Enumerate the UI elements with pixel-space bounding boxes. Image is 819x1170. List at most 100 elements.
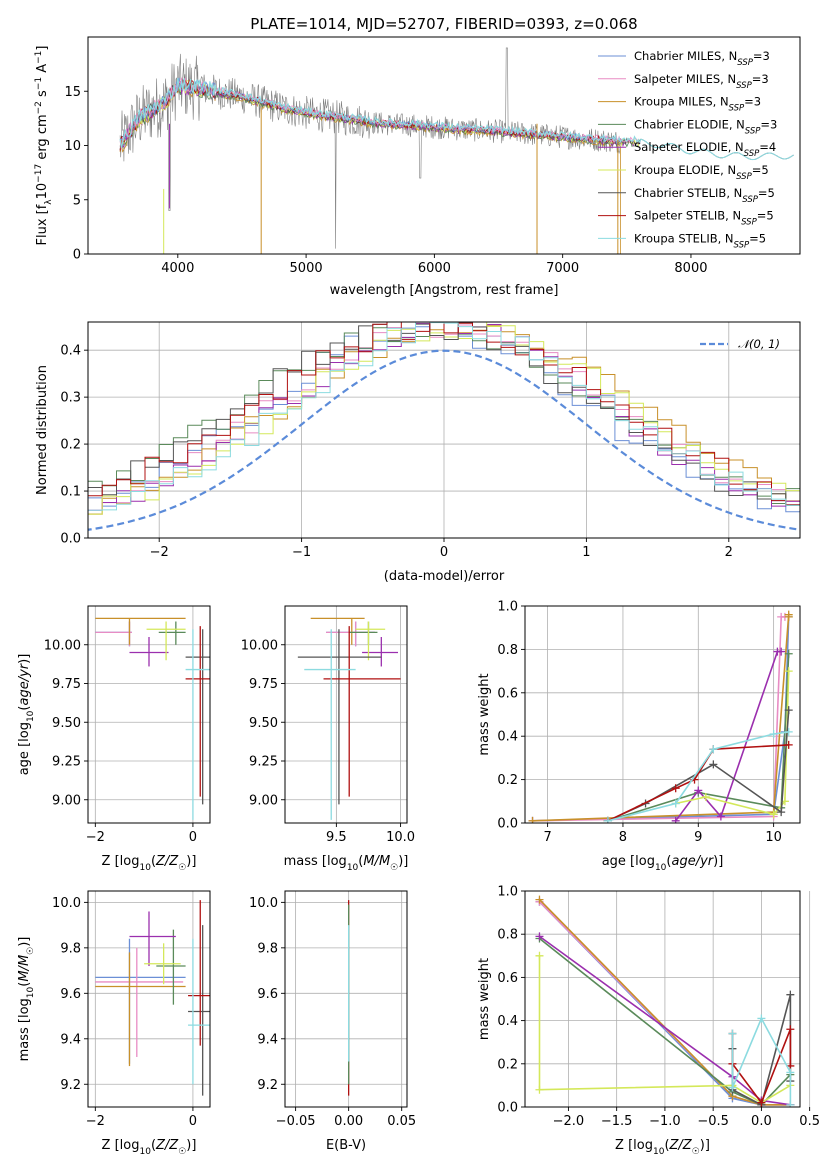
legend-label: Kroupa MILES, NSSP=3 <box>634 95 761 114</box>
y-tick-label: 9.6 <box>257 987 278 1002</box>
axes-frame <box>524 890 801 1108</box>
spectrum-xlabel: wavelength [Angstrom, rest frame] <box>330 283 559 298</box>
axis-label-part: 10 <box>347 863 359 873</box>
axis-label-part: Z/Z <box>669 1138 693 1153</box>
y-tick-label: 9.4 <box>257 1032 278 1047</box>
weight-marker <box>728 1029 737 1038</box>
spectrum-panel: 4000 5000 6000 7000 8000 0 5 10 15 wavelength [An… <box>34 36 801 298</box>
x-tick-label: 0.00 <box>334 1114 363 1129</box>
axis-label-part: ( <box>17 706 32 711</box>
x-tick-label: 4000 <box>161 261 194 276</box>
legend-label-part: SSP <box>745 126 761 136</box>
axis-label: Z [log10(Z/Z☉)] <box>615 1138 710 1157</box>
weight-marker <box>694 786 703 795</box>
axis-label-part: −1 <box>34 51 44 64</box>
axis-label: age [log10(age/yr)] <box>602 854 724 873</box>
x-tick-label: 0.5 <box>799 1114 819 1129</box>
axis-label-part: s <box>35 90 50 101</box>
y-tick-label: 0.4 <box>497 730 518 745</box>
y-tick-label: 0.3 <box>60 391 81 406</box>
age-vs-mass-panel: 9.5 10.0 9.00 9.25 9.50 9.75 10.00 mass [log10(… <box>241 605 415 873</box>
legend-label: Chabrier ELODIE, NSSP=3 <box>634 117 777 136</box>
axis-label-part: Z/Z <box>155 1138 179 1153</box>
axis-label-part: ☉ <box>178 863 186 873</box>
weight-marker <box>777 808 786 817</box>
plot-area <box>528 610 793 823</box>
plot-area <box>119 47 794 254</box>
weight-marker <box>709 760 718 769</box>
y-tick-label: 10.00 <box>44 638 81 653</box>
y-tick-label: 5 <box>73 193 81 208</box>
y-tick-label: 9.2 <box>60 1078 81 1093</box>
axes-frame <box>524 605 801 824</box>
axis-label-part: )] <box>713 854 723 869</box>
weight-vs-metallicity-panel: −2.0 −1.5 −1.0 −0.5 0.0 0.5 0.0 0.2 0.4 0.6 0.8 1.0… <box>477 885 819 1158</box>
x-tick-label: −1.0 <box>649 1114 681 1129</box>
axis-label-part: Flux [f <box>35 204 50 245</box>
x-tick-label: −1 <box>292 545 311 560</box>
y-tick-label: 9.8 <box>257 941 278 956</box>
axis-label-part: mass [log <box>17 998 32 1061</box>
axis-label-part: age [log <box>17 722 32 775</box>
legend-label-part: Kroupa STELIB, N <box>634 231 734 245</box>
weight-marker <box>757 1098 766 1107</box>
x-tick-label: 7000 <box>546 261 579 276</box>
axis-label-part: ( <box>666 854 671 869</box>
axis-label-part: M/M <box>17 955 32 982</box>
spectrum-title: PLATE=1014, MJD=52707, FIBERID=0393, z=0… <box>250 15 637 33</box>
axis-label: age [log10(age/yr)] <box>17 654 36 776</box>
axes-frame <box>284 605 408 824</box>
weight-ylabel: mass weight <box>477 958 492 1040</box>
y-tick-label: 0.8 <box>497 928 518 943</box>
axis-label: Z [log10(Z/Z☉)] <box>102 854 197 873</box>
y-tick-label: 0.0 <box>497 1101 518 1116</box>
legend-label-part: SSP <box>742 195 758 205</box>
axis-label: Z [log10(Z/Z☉)] <box>102 1138 197 1157</box>
legend-label-part: SSP <box>736 81 752 91</box>
weight-series-4 <box>539 937 791 1106</box>
y-tick-label: 9.2 <box>257 1078 278 1093</box>
legend-label: Salpeter ELODIE, NSSP=4 <box>634 140 776 159</box>
y-tick-label: 0.2 <box>60 438 81 453</box>
weight-marker <box>786 990 795 999</box>
x-tick-label: 5000 <box>290 261 323 276</box>
weight-marker <box>757 1014 766 1023</box>
mass-vs-metallicity-panel: −2 09.29.49.69.810.0Z [log10(Z/Z☉)]mass [… <box>17 890 211 1157</box>
axis-label-part: ( <box>151 854 156 869</box>
y-tick-label: 1.0 <box>497 600 518 615</box>
weight-marker <box>603 816 612 823</box>
axis-label-part: 10 <box>653 1147 665 1157</box>
axis-label-part: ] <box>35 46 50 51</box>
x-tick-label: 0 <box>189 1114 197 1129</box>
axis-label-part: age/yr <box>17 662 32 705</box>
weight-marker <box>784 727 793 736</box>
axis-label-part: 10 <box>139 1147 151 1157</box>
x-tick-label: −1.5 <box>601 1114 633 1129</box>
legend-label-part: SSP <box>741 218 757 228</box>
x-tick-label: 9.5 <box>326 830 347 845</box>
axis-label-part: )] <box>17 654 32 664</box>
axis-label-part: 10 <box>139 863 151 873</box>
legend-label: 𝒩(0, 1) <box>738 337 780 351</box>
y-tick-label: 9.25 <box>249 755 278 770</box>
y-tick-label: 9.00 <box>52 793 81 808</box>
legend-label-part: =3 <box>760 117 777 131</box>
weight-marker <box>709 745 718 754</box>
ebv-xlabel: E(B-V) <box>326 1138 366 1153</box>
plot-area <box>95 617 210 820</box>
axis-label-part: λ <box>44 199 54 205</box>
weight-series-3 <box>538 899 791 1106</box>
axis-label-part: ( <box>664 1138 669 1153</box>
weight-marker <box>728 1083 737 1092</box>
weight-marker <box>784 706 793 715</box>
weight-marker <box>777 647 786 656</box>
axis-label-part: )] <box>186 1138 196 1153</box>
legend-label: Salpeter STELIB, NSSP=5 <box>634 209 774 228</box>
weight-marker <box>786 1068 795 1077</box>
legend-label: Kroupa STELIB, NSSP=5 <box>634 231 766 250</box>
residual-histogram-8 <box>88 322 800 508</box>
y-tick-label: 9.8 <box>60 941 81 956</box>
